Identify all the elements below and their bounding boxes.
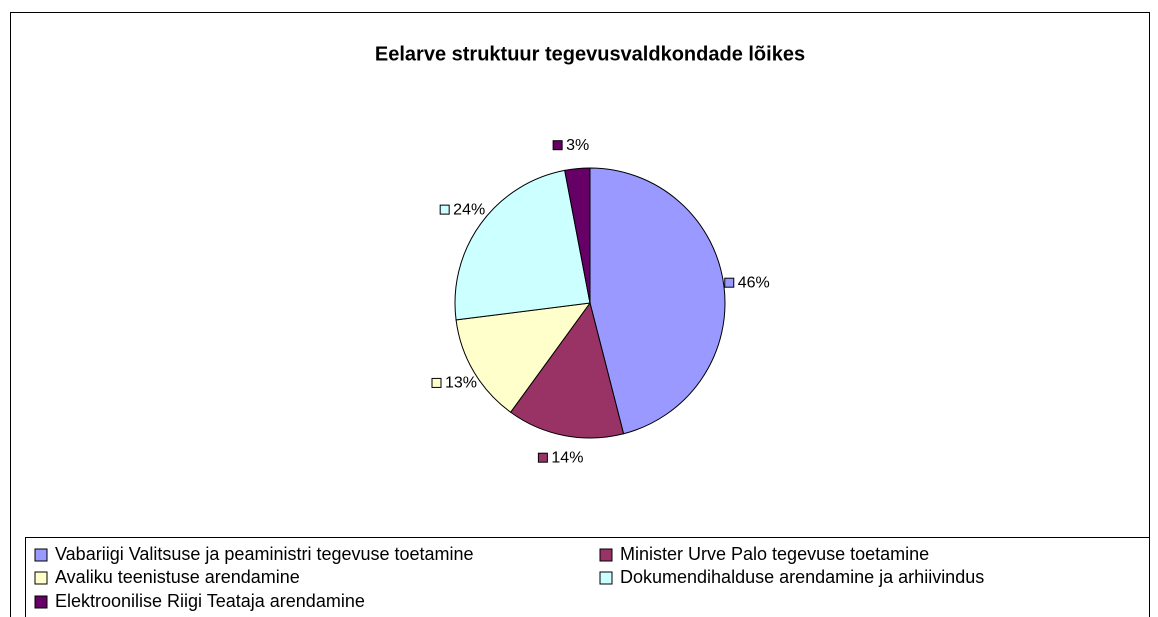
data-label: 46%	[738, 274, 770, 291]
data-label: 3%	[566, 137, 589, 154]
legend-key	[34, 571, 48, 585]
data-label: 14%	[551, 449, 583, 466]
label-key	[431, 377, 442, 388]
data-label: 13%	[445, 375, 477, 392]
data-label: 24%	[453, 201, 485, 218]
legend-frame	[25, 537, 1150, 617]
legend-label: Dokumendihalduse arendamine ja arhiivind…	[620, 567, 984, 587]
label-key	[537, 452, 548, 463]
label-key	[439, 204, 450, 215]
pie-slice	[589, 167, 726, 435]
pie-slice	[509, 301, 625, 439]
legend-key	[599, 571, 613, 585]
pie-slice	[454, 169, 591, 321]
legend-key	[34, 548, 48, 562]
legend-label: Vabariigi Valitsuse ja peaministri tegev…	[55, 544, 474, 564]
pie-slice	[564, 167, 591, 304]
legend-key	[34, 595, 48, 609]
label-key	[724, 277, 735, 288]
pie-slice	[455, 302, 592, 413]
legend-label: Avaliku teenistuse arendamine	[55, 567, 300, 587]
label-key	[552, 140, 563, 151]
legend-label: Elektroonilise Riigi Teataja arendamine	[55, 591, 365, 611]
legend-label: Minister Urve Palo tegevuse toetamine	[620, 544, 929, 564]
chart-title: Eelarve struktuur tegevusvaldkondade lõi…	[375, 43, 805, 65]
legend-key	[599, 548, 613, 562]
